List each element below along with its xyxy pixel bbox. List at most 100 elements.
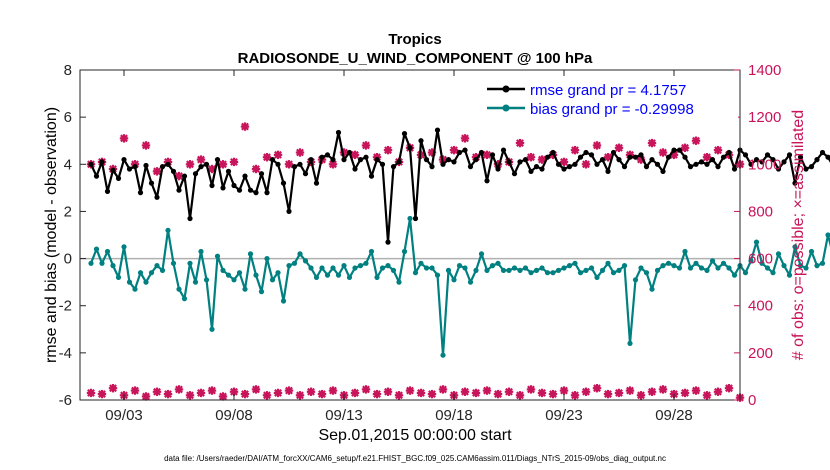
rmse-series-point	[247, 187, 254, 193]
rmse-series-point	[286, 208, 292, 214]
possible-obs-marker	[449, 145, 459, 155]
rmse-series-point	[709, 157, 716, 163]
bias-series-point	[665, 260, 672, 266]
assimilated-obs-marker-stroke	[87, 389, 95, 397]
bias-series-point	[159, 267, 166, 273]
possible-obs-marker-stroke	[263, 153, 271, 162]
plot-frame	[79, 69, 741, 401]
rmse-series-point	[539, 166, 545, 172]
rmse-series-point	[275, 161, 281, 167]
possible-obs-marker-stroke	[604, 153, 612, 162]
legend-rmse-label: rmse grand pr = 4.1757	[530, 82, 686, 99]
assimilated-obs-marker-stroke	[626, 386, 634, 395]
bias-series-point	[748, 258, 754, 264]
rmse-series-point	[423, 157, 430, 163]
bias-series-point	[165, 227, 171, 233]
rmse-series-point	[137, 190, 144, 196]
assimilated-obs-marker-stroke	[197, 389, 205, 397]
assimilated-obs-marker	[592, 384, 602, 393]
rmse-series-point	[269, 157, 276, 163]
rmse-series-point	[253, 190, 259, 196]
bias-series-point	[484, 267, 490, 273]
bias-series-point	[566, 263, 573, 269]
bias-series-point	[660, 263, 666, 269]
possible-obs-marker-stroke	[208, 165, 216, 173]
assimilated-obs-marker	[372, 389, 382, 399]
rmse-series-point	[99, 159, 105, 165]
assimilated-obs-marker	[130, 386, 140, 395]
bias-series-point	[203, 277, 210, 283]
rmse-series-point	[511, 171, 518, 177]
possible-obs-marker	[614, 143, 624, 152]
bias-series-point	[561, 265, 567, 271]
rmse-series-point	[368, 173, 375, 179]
data-layer	[86, 122, 830, 402]
rmse-series-point	[418, 138, 424, 144]
y-right-tick-label: 1400	[748, 62, 781, 79]
rmse-series-point	[154, 194, 160, 200]
rmse-series-point	[187, 215, 193, 222]
bias-series-point	[198, 248, 204, 255]
bias-series-point	[528, 270, 534, 276]
possible-obs-marker-stroke	[648, 139, 656, 147]
bias-series-point	[137, 270, 144, 276]
assimilated-obs-marker-stroke	[406, 386, 414, 395]
bias-series-point	[715, 265, 721, 271]
assimilated-obs-marker	[625, 386, 635, 395]
legend: rmse grand pr = 4.1757 bias grand pr = -…	[483, 78, 738, 120]
rmse-series-point	[495, 166, 501, 172]
bias-series-point	[242, 286, 248, 292]
bias-series-point	[181, 296, 188, 302]
assimilated-obs-marker	[108, 384, 118, 393]
possible-obs-marker-stroke	[670, 150, 678, 159]
y-right-tick-label: 1000	[748, 156, 781, 173]
data-file-footnote: data file: /Users/raeder/DAI/ATM_forcXX/…	[164, 454, 666, 463]
possible-obs-marker-stroke	[175, 172, 183, 180]
assimilated-obs-marker-stroke	[582, 387, 590, 396]
rmse-series-point	[649, 157, 655, 163]
assimilated-obs-marker	[196, 388, 206, 398]
possible-obs-marker	[658, 148, 668, 157]
bias-series-point	[500, 267, 507, 273]
bias-series-point	[264, 256, 270, 262]
bias-series-point	[764, 265, 771, 271]
bias-series-point	[627, 340, 633, 346]
assimilated-obs-marker-stroke	[472, 389, 480, 397]
assimilated-obs-marker	[581, 387, 591, 396]
rmse-series-point	[198, 164, 204, 170]
rmse-series-point	[225, 168, 232, 174]
rmse-series-point	[533, 164, 540, 170]
x-tick-label: 09/03	[105, 407, 143, 424]
assimilated-obs-marker-stroke	[615, 389, 623, 397]
assimilated-obs-marker-stroke	[384, 387, 392, 396]
assimilated-obs-marker	[614, 388, 624, 398]
y-left-tick-label: 4	[64, 156, 72, 173]
rmse-series-point	[302, 171, 309, 177]
rmse-series-point	[313, 180, 320, 186]
bias-series-point	[187, 260, 193, 266]
rmse-series-point	[242, 173, 248, 179]
bias-series-point	[759, 260, 765, 266]
assimilated-obs-marker	[504, 387, 514, 396]
possible-obs-marker-stroke	[659, 148, 667, 157]
rmse-series-point	[803, 166, 809, 172]
assimilated-obs-marker-stroke	[494, 390, 502, 399]
bias-series-point	[319, 265, 325, 271]
bias-series-point	[517, 267, 523, 273]
rmse-series-point	[170, 168, 177, 174]
bias-series-point	[170, 260, 177, 266]
rmse-series-point	[577, 154, 584, 160]
y-axis-left-label: rmse and bias (model - observation)	[43, 107, 60, 363]
bias-series-point	[88, 260, 94, 266]
possible-obs-marker	[295, 148, 305, 157]
rmse-series-point	[396, 159, 402, 165]
rmse-series-point	[731, 166, 738, 172]
assimilated-obs-marker-stroke	[98, 390, 106, 399]
bias-series-point	[225, 272, 232, 278]
rmse-series-point	[698, 159, 705, 165]
bias-series-point	[214, 253, 221, 259]
bias-series-point	[775, 251, 782, 257]
bias-series-point	[456, 263, 463, 269]
bias-series-point	[247, 251, 254, 257]
bias-series-point	[594, 274, 600, 280]
